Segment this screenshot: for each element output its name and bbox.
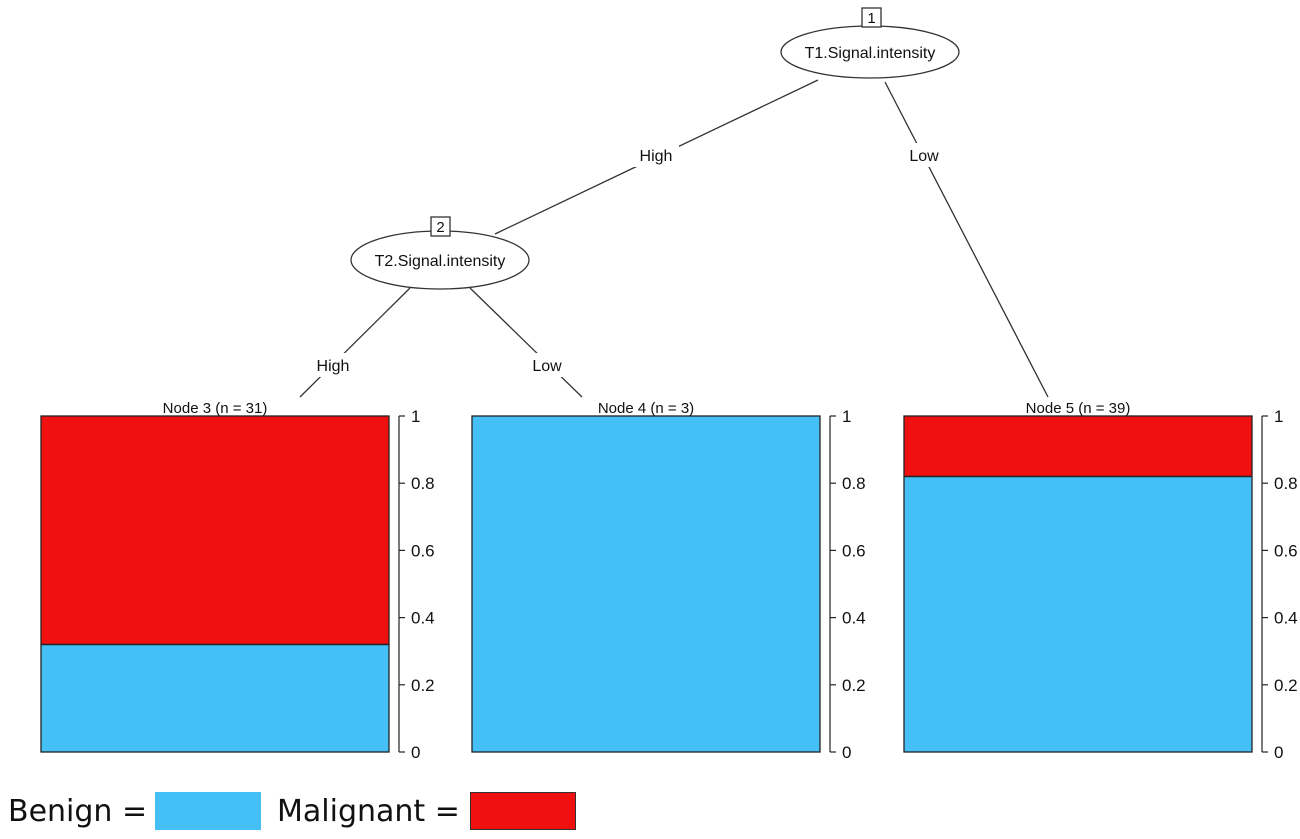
- panel-title-node-3: Node 3 (n = 31): [163, 400, 268, 417]
- edge-1-5: [884, 81, 1049, 398]
- edge-2-3: [299, 287, 411, 398]
- legend-benign-swatch: [155, 792, 261, 830]
- legend-malignant-label: Malignant =: [277, 793, 460, 829]
- panel-title-bg-node-3: [153, 398, 277, 415]
- y-tick-label-node-5: 0.4: [1274, 609, 1298, 628]
- bar-benign-node-5: [904, 476, 1252, 752]
- bar-malignant-node-5: [904, 416, 1252, 477]
- y-tick-label-node-4: 1: [842, 407, 851, 426]
- node-1-id-box: [861, 7, 882, 28]
- node-2-label: T2.Signal.intensity: [375, 253, 506, 270]
- y-tick-label-node-3: 0.2: [411, 676, 435, 695]
- y-tick-label-node-3: 0.6: [411, 541, 435, 560]
- y-tick-label-node-4: 0.6: [842, 541, 866, 560]
- edge-label-1-2: High: [640, 148, 673, 165]
- bar-malignant-node-3: [41, 416, 389, 645]
- bar-benign-node-3: [41, 644, 389, 752]
- edge-label-2-3: High: [317, 358, 350, 375]
- node-2-id: 2: [436, 219, 444, 236]
- edge-label-1-5: Low: [909, 148, 939, 165]
- y-tick-label-node-3: 1: [411, 407, 420, 426]
- panel-title-bg-node-4: [584, 398, 708, 415]
- panel-frame-node-3: [40, 415, 390, 753]
- panel-title-node-5: Node 5 (n = 39): [1026, 400, 1131, 417]
- node-1-label: T1.Signal.intensity: [805, 45, 936, 62]
- y-tick-label-node-4: 0.8: [842, 474, 866, 493]
- y-tick-label-node-4: 0: [842, 743, 851, 762]
- y-tick-label-node-3: 0: [411, 743, 420, 762]
- legend-malignant-text: Malignant =: [277, 790, 460, 832]
- y-tick-label-node-5: 0.8: [1274, 474, 1298, 493]
- terminal-node-panels: Node 3 (n = 31) 0 0.2 0.4 0.6 0.8 1 Node 4 (n =…: [40, 398, 1298, 762]
- y-tick-label-node-3: 0.4: [411, 609, 435, 628]
- node-2-id-box: [430, 216, 451, 237]
- node-1-id: 1: [867, 10, 875, 27]
- y-tick-label-node-4: 0.2: [842, 676, 866, 695]
- y-tick-label-node-5: 1: [1274, 407, 1283, 426]
- panel-title-node-4: Node 4 (n = 3): [598, 400, 694, 417]
- legend-malignant-swatch: [470, 792, 576, 830]
- y-tick-label-node-3: 0.8: [411, 474, 435, 493]
- edge-label-2-4: Low: [532, 358, 562, 375]
- y-tick-label-node-5: 0: [1274, 743, 1283, 762]
- panel-title-bg-node-5: [1016, 398, 1140, 415]
- y-tick-label-node-5: 0.2: [1274, 676, 1298, 695]
- legend-benign-label: Benign =: [8, 793, 148, 829]
- y-tick-label-node-4: 0.4: [842, 609, 866, 628]
- bar-benign-node-4: [472, 416, 820, 752]
- y-tick-label-node-5: 0.6: [1274, 541, 1298, 560]
- panel-frame-node-4: [471, 415, 821, 753]
- legend-benign-text: Benign =: [8, 790, 147, 832]
- edge-2-4: [469, 287, 583, 398]
- panel-frame-node-5: [903, 415, 1253, 753]
